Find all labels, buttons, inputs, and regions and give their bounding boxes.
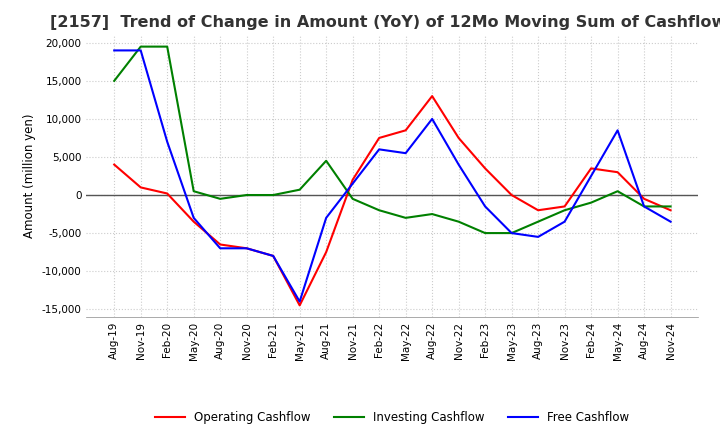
Free Cashflow <box>136 48 145 53</box>
Investing Cashflow <box>640 204 649 209</box>
Investing Cashflow <box>428 211 436 216</box>
Operating Cashflow <box>216 242 225 247</box>
Investing Cashflow <box>189 189 198 194</box>
Operating Cashflow <box>560 204 569 209</box>
Free Cashflow <box>587 173 595 179</box>
Operating Cashflow <box>348 177 357 183</box>
Investing Cashflow <box>401 215 410 220</box>
Investing Cashflow <box>508 231 516 236</box>
Operating Cashflow <box>110 162 119 167</box>
Free Cashflow <box>401 150 410 156</box>
Free Cashflow <box>454 162 463 167</box>
Investing Cashflow <box>481 231 490 236</box>
Investing Cashflow <box>534 219 542 224</box>
Operating Cashflow <box>508 192 516 198</box>
Operating Cashflow <box>613 169 622 175</box>
Operating Cashflow <box>666 208 675 213</box>
Investing Cashflow <box>666 204 675 209</box>
Free Cashflow <box>322 215 330 220</box>
Operating Cashflow <box>189 219 198 224</box>
Investing Cashflow <box>348 196 357 202</box>
Free Cashflow <box>481 204 490 209</box>
Free Cashflow <box>640 204 649 209</box>
Free Cashflow <box>375 147 384 152</box>
Free Cashflow <box>269 253 277 259</box>
Operating Cashflow <box>454 136 463 141</box>
Free Cashflow <box>428 116 436 121</box>
Investing Cashflow <box>163 44 171 49</box>
Line: Free Cashflow: Free Cashflow <box>114 51 670 301</box>
Operating Cashflow <box>640 196 649 202</box>
Investing Cashflow <box>269 192 277 198</box>
Free Cashflow <box>243 246 251 251</box>
Investing Cashflow <box>375 208 384 213</box>
Investing Cashflow <box>560 208 569 213</box>
Free Cashflow <box>216 246 225 251</box>
Operating Cashflow <box>428 93 436 99</box>
Operating Cashflow <box>295 303 304 308</box>
Free Cashflow <box>666 219 675 224</box>
Operating Cashflow <box>401 128 410 133</box>
Investing Cashflow <box>243 192 251 198</box>
Free Cashflow <box>163 139 171 144</box>
Investing Cashflow <box>322 158 330 163</box>
Operating Cashflow <box>481 166 490 171</box>
Operating Cashflow <box>243 246 251 251</box>
Line: Investing Cashflow: Investing Cashflow <box>114 47 670 233</box>
Operating Cashflow <box>163 191 171 196</box>
Investing Cashflow <box>454 219 463 224</box>
Free Cashflow <box>508 231 516 236</box>
Free Cashflow <box>613 128 622 133</box>
Free Cashflow <box>560 219 569 224</box>
Free Cashflow <box>348 181 357 186</box>
Operating Cashflow <box>322 249 330 255</box>
Investing Cashflow <box>613 189 622 194</box>
Operating Cashflow <box>375 136 384 141</box>
Free Cashflow <box>295 299 304 304</box>
Legend: Operating Cashflow, Investing Cashflow, Free Cashflow: Operating Cashflow, Investing Cashflow, … <box>150 407 634 429</box>
Investing Cashflow <box>110 78 119 84</box>
Operating Cashflow <box>534 208 542 213</box>
Operating Cashflow <box>587 166 595 171</box>
Investing Cashflow <box>295 187 304 192</box>
Investing Cashflow <box>216 196 225 202</box>
Investing Cashflow <box>136 44 145 49</box>
Operating Cashflow <box>136 185 145 190</box>
Investing Cashflow <box>587 200 595 205</box>
Operating Cashflow <box>269 253 277 259</box>
Free Cashflow <box>189 215 198 220</box>
Line: Operating Cashflow: Operating Cashflow <box>114 96 670 305</box>
Y-axis label: Amount (million yen): Amount (million yen) <box>23 114 36 238</box>
Free Cashflow <box>110 48 119 53</box>
Title: [2157]  Trend of Change in Amount (YoY) of 12Mo Moving Sum of Cashflows: [2157] Trend of Change in Amount (YoY) o… <box>50 15 720 30</box>
Free Cashflow <box>534 234 542 239</box>
